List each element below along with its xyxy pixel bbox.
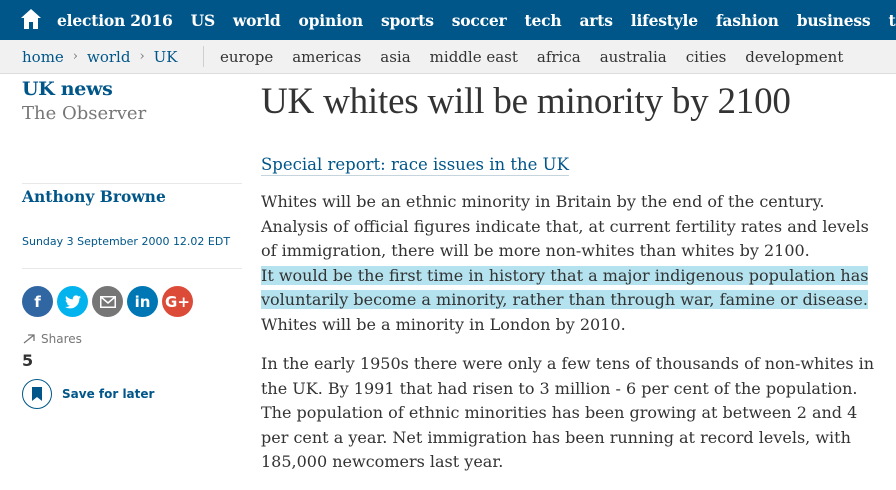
publication-label: The Observer <box>22 103 147 124</box>
section-europe[interactable]: europe <box>220 47 274 66</box>
shares-count: 5 <box>22 351 34 370</box>
share-buttons: f in G+ <box>22 286 197 317</box>
facebook-share-button[interactable]: f <box>22 286 53 317</box>
section-australia[interactable]: australia <box>599 47 667 66</box>
chevron-right-icon: › <box>139 49 145 64</box>
home-icon[interactable] <box>20 8 42 30</box>
nav-item-opinion[interactable]: opinion <box>298 10 364 30</box>
email-icon <box>99 295 116 308</box>
nav-item-travel[interactable]: travel <box>888 10 896 30</box>
section-links: europe americas asia middle east africa … <box>220 40 862 73</box>
save-for-later-button[interactable]: Save for later <box>22 379 154 409</box>
divider <box>203 46 204 67</box>
section-middle-east[interactable]: middle east <box>429 47 518 66</box>
sub-navigation: home › world › UK europe americas asia m… <box>0 40 896 74</box>
twitter-share-button[interactable] <box>57 286 88 317</box>
paragraph-text: Whites will be a minority in London by 2… <box>261 314 626 334</box>
chevron-right-icon: › <box>72 49 78 64</box>
divider <box>22 183 242 184</box>
author-link[interactable]: Anthony Browne <box>22 187 166 206</box>
facebook-icon: f <box>34 292 41 311</box>
nav-item-soccer[interactable]: soccer <box>451 10 507 30</box>
paragraph: In the early 1950s there were only a few… <box>261 354 875 471</box>
divider <box>22 268 242 269</box>
shares-label: Shares <box>22 332 82 346</box>
section-cities[interactable]: cities <box>685 47 727 66</box>
highlighted-text: It would be the first time in history th… <box>261 265 869 309</box>
email-share-button[interactable] <box>92 286 123 317</box>
series-label[interactable]: UK news <box>22 78 113 100</box>
top-navigation: election 2016 US world opinion sports so… <box>0 0 896 40</box>
nav-item-election-2016[interactable]: election 2016 <box>57 10 173 30</box>
nav-item-arts[interactable]: arts <box>579 10 613 30</box>
shares-label-text: Shares <box>41 332 82 346</box>
nav-item-sports[interactable]: sports <box>380 10 434 30</box>
googleplus-share-button[interactable]: G+ <box>162 286 193 317</box>
section-americas[interactable]: americas <box>292 47 362 66</box>
bookmark-icon <box>32 387 42 401</box>
twitter-icon <box>64 294 81 308</box>
paragraph: Whites will be an ethnic minority in Bri… <box>261 190 881 337</box>
save-icon-circle <box>22 379 52 409</box>
article-headline: UK whites will be minority by 2100 <box>261 81 791 122</box>
nav-item-fashion[interactable]: fashion <box>715 10 779 30</box>
nav-item-business[interactable]: business <box>796 10 871 30</box>
share-icon <box>23 334 35 344</box>
section-asia[interactable]: asia <box>380 47 411 66</box>
google-plus-icon: G+ <box>165 292 190 311</box>
nav-item-world[interactable]: world <box>232 10 281 30</box>
linkedin-share-button[interactable]: in <box>127 286 158 317</box>
nav-item-tech[interactable]: tech <box>524 10 562 30</box>
section-development[interactable]: development <box>745 47 844 66</box>
article-body: Whites will be an ethnic minority in Bri… <box>261 190 881 490</box>
breadcrumb-world[interactable]: world <box>87 47 131 66</box>
special-report-link[interactable]: Special report: race issues in the UK <box>261 155 569 176</box>
save-for-later-label: Save for later <box>62 387 155 401</box>
section-africa[interactable]: africa <box>536 47 581 66</box>
breadcrumb-uk[interactable]: UK <box>153 47 178 66</box>
nav-item-us[interactable]: US <box>190 10 216 30</box>
linkedin-icon: in <box>134 292 151 311</box>
nav-item-lifestyle[interactable]: lifestyle <box>630 10 698 30</box>
breadcrumb-home[interactable]: home <box>22 47 64 66</box>
dateline: Sunday 3 September 2000 12.02 EDT <box>22 235 231 248</box>
paragraph-text: Whites will be an ethnic minority in Bri… <box>261 192 869 260</box>
breadcrumb: home › world › UK <box>22 40 178 73</box>
